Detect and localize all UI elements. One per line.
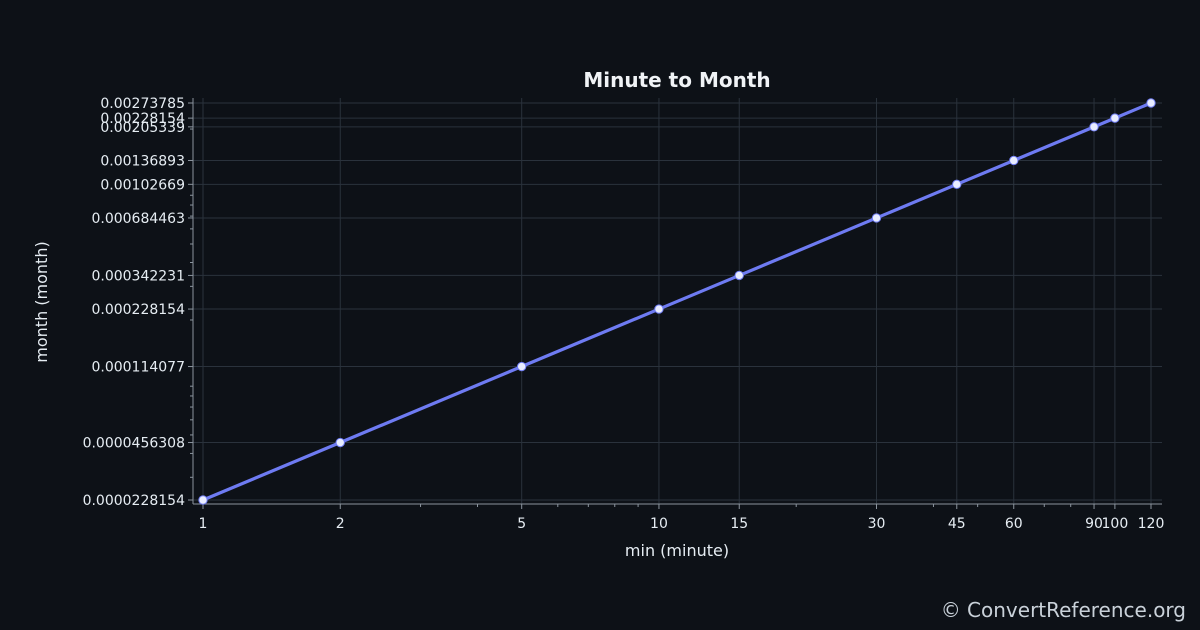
y-tick-label: 0.00136893 [100,153,185,169]
series-line [201,101,1153,502]
y-tick-label: 0.000114077 [91,360,185,376]
x-tick-label: 100 [1102,516,1129,532]
y-tick-label: 0.000228154 [91,302,185,318]
y-tick-label: 0.0000456308 [83,436,185,452]
x-tick-label: 120 [1138,516,1165,532]
data-point [654,304,664,314]
y-tick-label: 0.00102669 [100,177,185,193]
x-axis-label: min (minute) [625,541,729,560]
x-tick-label: 10 [650,516,668,532]
x-tick-label: 90 [1085,516,1103,532]
axes-layer [192,98,1162,505]
data-point [734,270,744,281]
data-point [1146,98,1156,108]
data-point [1089,122,1099,132]
x-tick-label: 1 [199,516,208,532]
y-tick-label: 0.00228154 [100,111,185,127]
data-point [871,213,882,223]
series-layer [198,98,1156,505]
x-tick-label: 45 [948,516,966,532]
chart-title: Minute to Month [583,68,770,92]
y-tick-label: 0.000342231 [91,268,185,284]
x-tick-label: 15 [730,516,748,532]
data-point [1009,155,1019,166]
y-tick-label: 0.00205339 [100,120,185,136]
y-tick-label: 0.0000228154 [83,493,186,509]
y-tick-label: 0.00273785 [100,96,185,112]
watermark-text: © ConvertReference.org [940,598,1186,622]
x-tick-label: 5 [517,516,526,532]
data-point [516,361,527,372]
x-tick-label: 30 [868,516,886,532]
data-point [1110,113,1120,123]
data-point [952,179,962,190]
y-axis-label: month (month) [32,241,51,362]
y-tick-label: 0.000684463 [91,211,185,227]
x-tick-label: 60 [1005,516,1023,532]
x-tick-label: 2 [336,516,345,532]
data-point [198,495,208,505]
grid-layer [193,98,1162,504]
data-point [335,437,345,448]
